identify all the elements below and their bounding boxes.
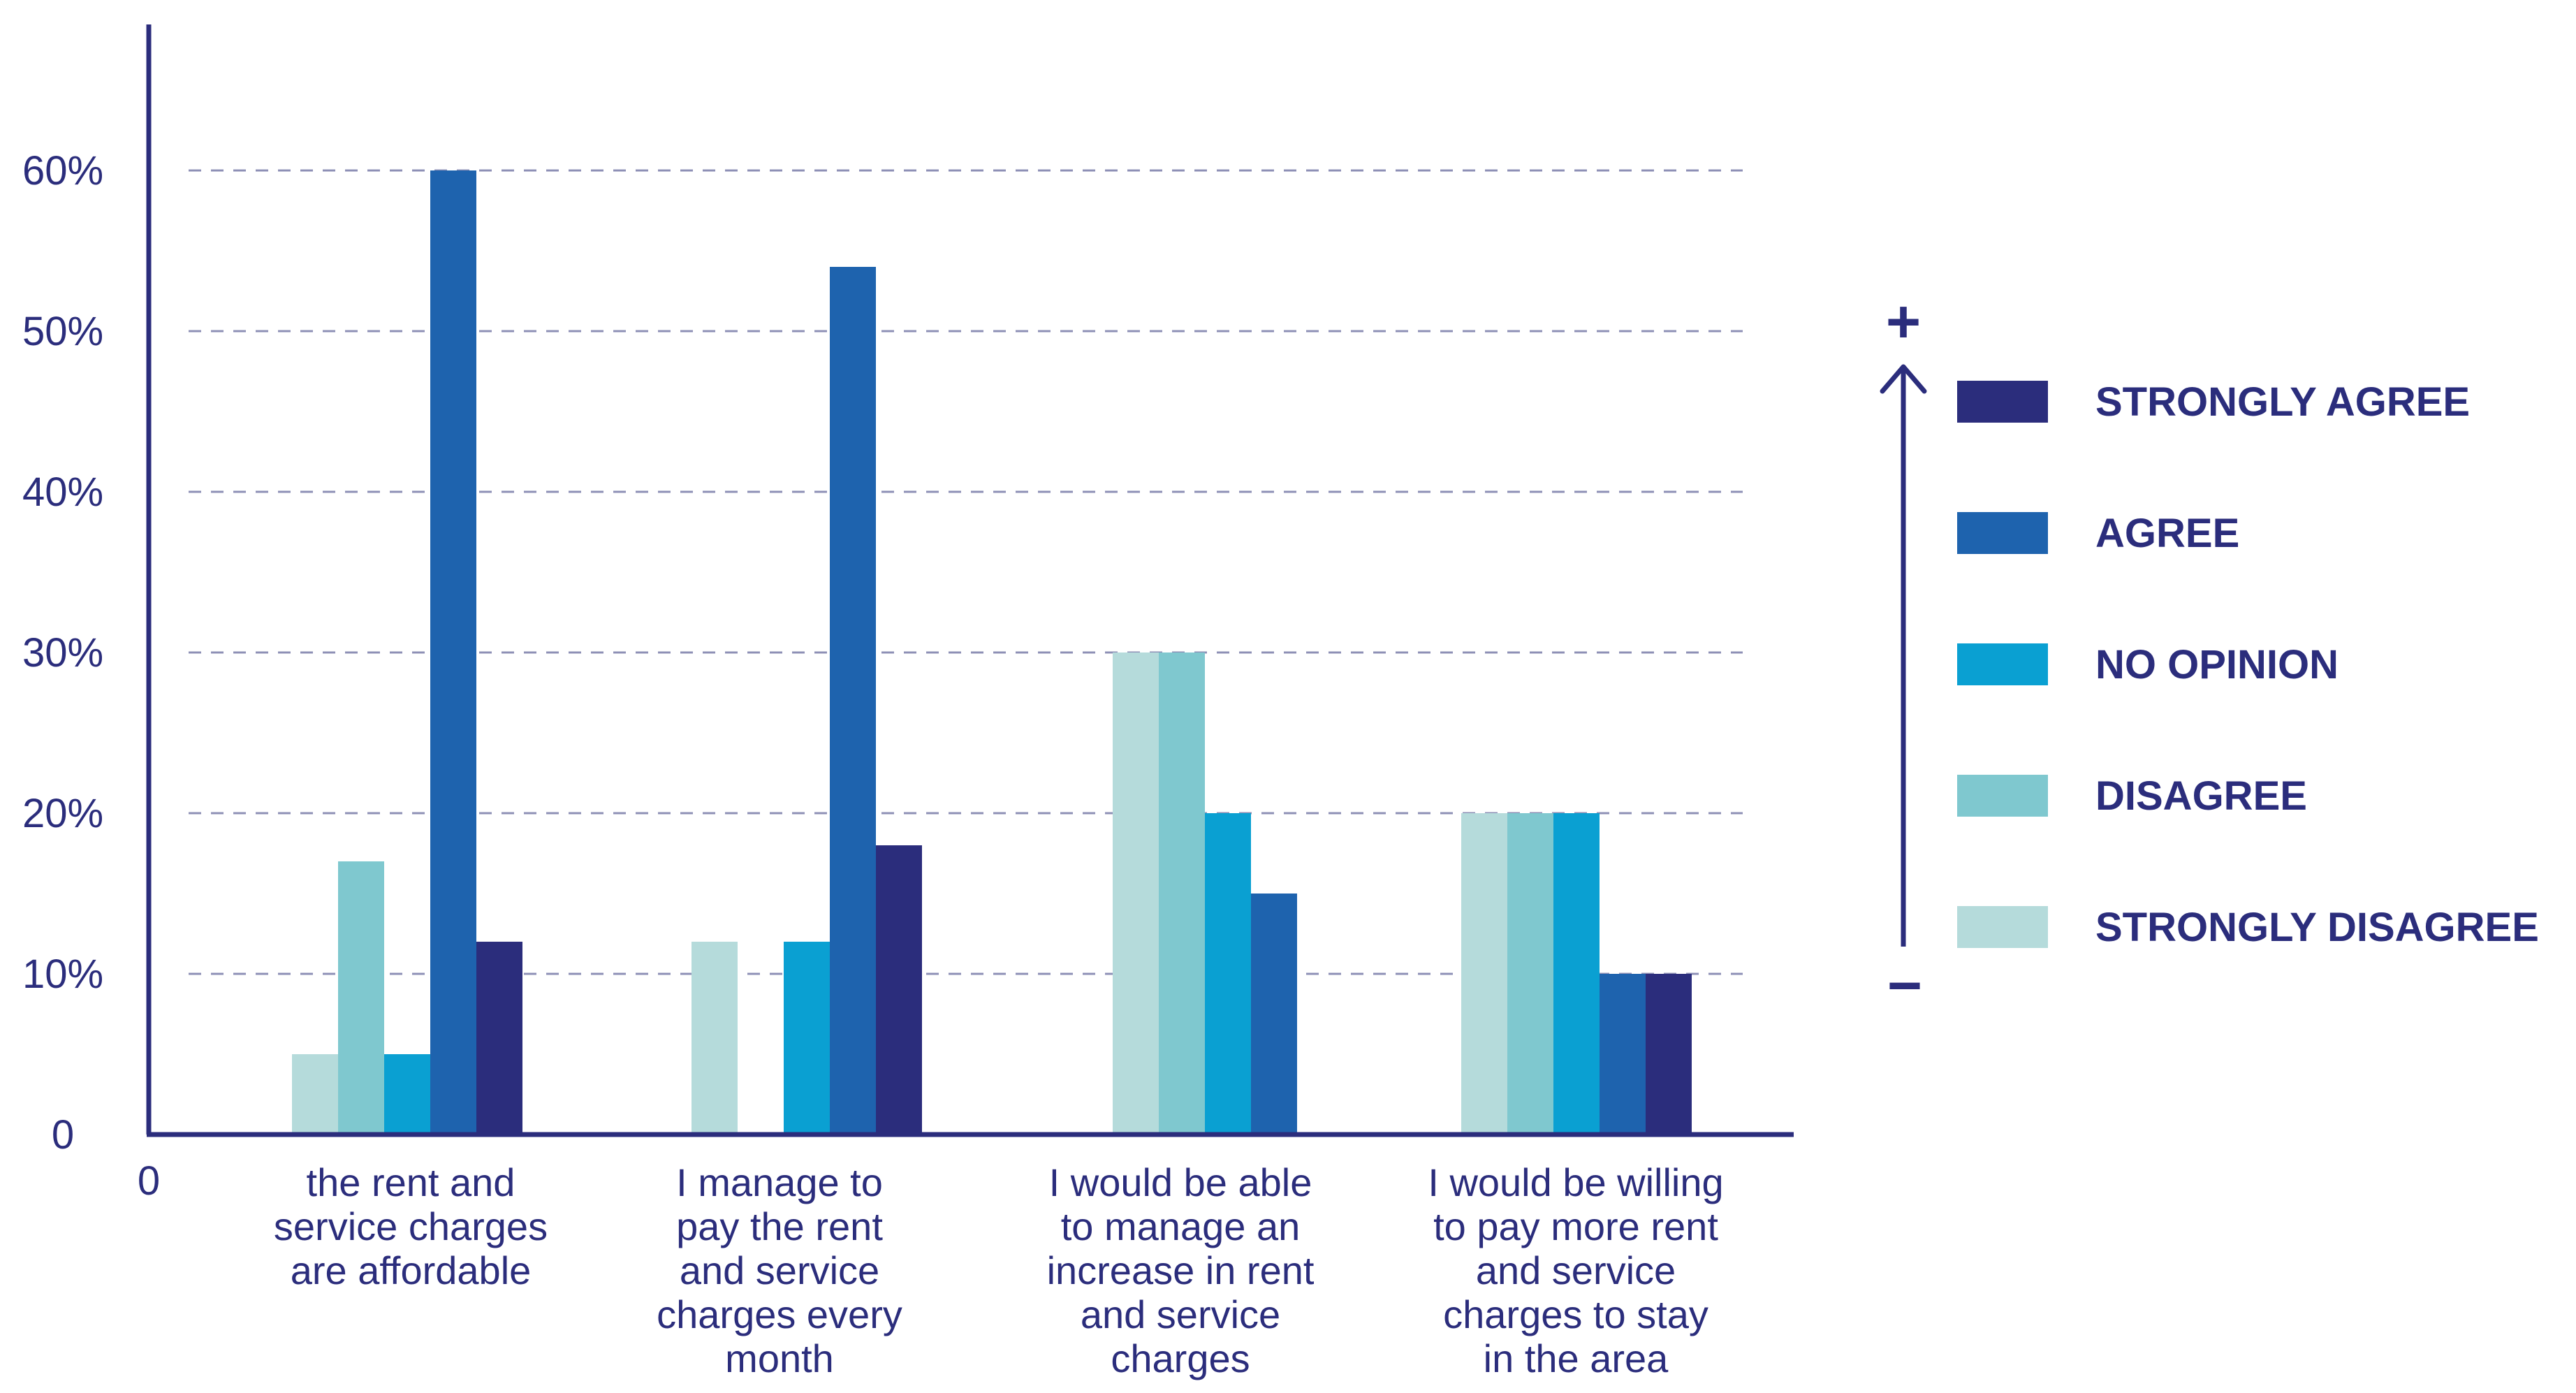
bar	[384, 1054, 430, 1135]
bar	[1600, 974, 1646, 1135]
bar	[1553, 813, 1600, 1135]
y-tick-label: 40%	[22, 469, 103, 515]
bar	[430, 170, 476, 1135]
x-category-label: charges every	[657, 1292, 902, 1336]
y-tick-label: 30%	[22, 630, 103, 676]
x-category-label: in the area	[1484, 1336, 1669, 1380]
bar	[338, 861, 384, 1135]
x-category-label: service charges	[274, 1204, 548, 1248]
legend: + − STRONGLY AGREE AGREE NO OPINION DISAGRE…	[1880, 289, 2539, 1019]
legend-swatch	[1957, 643, 2048, 685]
bar	[1205, 813, 1251, 1135]
x-category-label: to manage an	[1061, 1204, 1300, 1248]
x-category-label: charges to stay	[1443, 1292, 1708, 1336]
bar	[784, 942, 830, 1135]
bar	[876, 845, 922, 1135]
legend-label: NO OPINION	[2095, 642, 2339, 687]
y-tick-labels: 0 10% 20% 30% 40% 50% 60%	[22, 148, 103, 1158]
bar	[1461, 813, 1507, 1135]
legend-label: DISAGREE	[2095, 773, 2307, 819]
y-tick-label: 0	[52, 1112, 74, 1158]
bar	[1113, 652, 1159, 1135]
x-category-label: charges	[1111, 1336, 1250, 1380]
x-category-label: month	[725, 1336, 834, 1380]
bar	[1251, 894, 1297, 1135]
bar	[1507, 813, 1553, 1135]
legend-swatch	[1957, 512, 2048, 554]
bar	[292, 1054, 338, 1135]
y-tick-label: 20%	[22, 791, 103, 836]
legend-swatch	[1957, 381, 2048, 423]
x-category-label: pay the rent	[676, 1204, 883, 1248]
bar	[1646, 974, 1692, 1135]
axes	[146, 24, 1794, 1137]
legend-plus-symbol: +	[1886, 289, 1921, 356]
y-tick-label: 10%	[22, 951, 103, 997]
legend-swatch	[1957, 775, 2048, 817]
x-category-label: I manage to	[676, 1160, 883, 1204]
legend-items: STRONGLY AGREE AGREE NO OPINION DISAGREE STR…	[1957, 379, 2539, 950]
y-tick-label: 50%	[22, 309, 103, 354]
x-category-label: the rent and	[307, 1160, 515, 1204]
x-category-label: and service	[1081, 1292, 1280, 1336]
bar	[830, 267, 876, 1135]
x-category-label: and service	[680, 1248, 879, 1292]
bar	[476, 942, 522, 1135]
legend-label: AGREE	[2095, 511, 2239, 556]
legend-label: STRONGLY AGREE	[2095, 379, 2470, 425]
legend-label: STRONGLY DISAGREE	[2095, 905, 2539, 950]
bars	[292, 170, 1692, 1135]
x-category-label: to pay more rent	[1433, 1204, 1718, 1248]
x-category-label: increase in rent	[1047, 1248, 1315, 1292]
x-category-label: I would be able	[1049, 1160, 1312, 1204]
x-category-label: and service	[1476, 1248, 1676, 1292]
legend-swatch	[1957, 906, 2048, 948]
legend-minus-symbol: −	[1887, 952, 1922, 1019]
bar	[1159, 652, 1205, 1135]
x-category-label: I would be willing	[1428, 1160, 1723, 1204]
arrow-up-icon	[1880, 364, 1927, 394]
bar	[691, 942, 738, 1135]
x-origin-label: 0	[138, 1158, 160, 1204]
x-category-label: are affordable	[291, 1248, 532, 1292]
y-tick-label: 60%	[22, 148, 103, 194]
